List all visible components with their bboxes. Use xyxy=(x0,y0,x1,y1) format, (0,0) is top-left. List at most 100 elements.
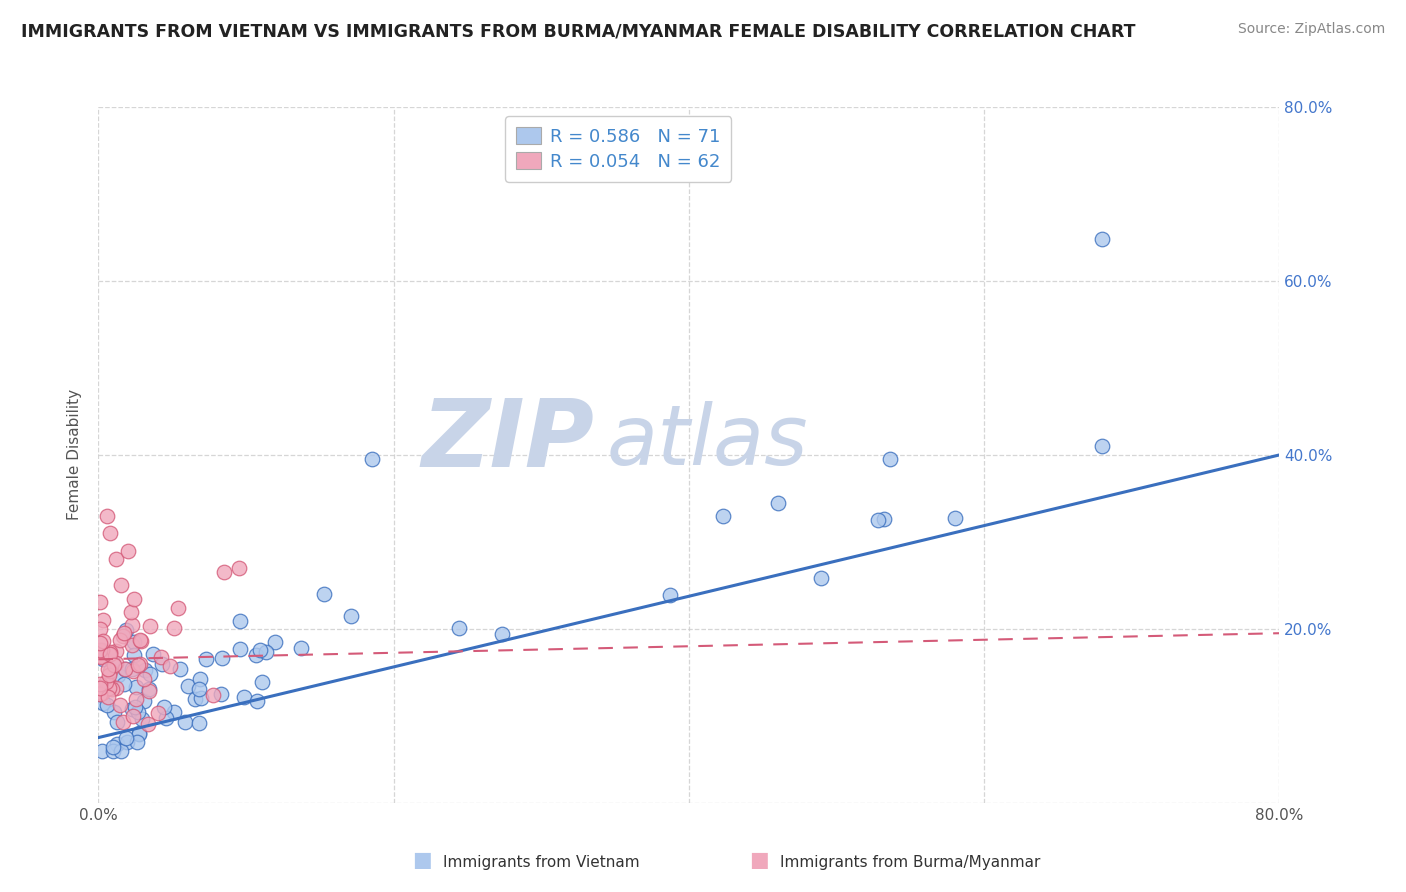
Point xyxy=(127,705,149,719)
Point xyxy=(129,633,152,648)
Point xyxy=(98,681,121,696)
Point xyxy=(108,633,131,648)
Point xyxy=(250,675,273,690)
Point xyxy=(146,706,169,721)
Point xyxy=(159,658,181,673)
Point xyxy=(112,625,135,640)
Point xyxy=(101,744,124,758)
Point xyxy=(142,648,165,662)
Point xyxy=(101,682,124,697)
Point xyxy=(173,714,195,729)
Point xyxy=(105,552,128,566)
Point xyxy=(340,609,363,624)
Text: ■: ■ xyxy=(412,850,432,870)
Point xyxy=(943,511,966,525)
Point xyxy=(97,662,120,676)
Point xyxy=(122,634,145,648)
Point xyxy=(132,672,155,686)
Point xyxy=(121,702,143,716)
Point xyxy=(447,621,470,635)
Point xyxy=(122,709,145,723)
Point xyxy=(114,662,136,676)
Point xyxy=(89,687,111,701)
Point xyxy=(94,675,117,690)
Point xyxy=(103,658,125,673)
Point xyxy=(96,508,118,523)
Point xyxy=(90,649,112,664)
Point xyxy=(190,690,212,705)
Point xyxy=(89,622,111,636)
Point xyxy=(866,513,889,527)
Point xyxy=(131,712,153,726)
Point xyxy=(766,496,789,510)
Point xyxy=(96,698,118,712)
Point xyxy=(249,643,271,657)
Point xyxy=(212,566,235,580)
Point xyxy=(97,676,120,690)
Point xyxy=(229,614,252,628)
Point xyxy=(879,452,901,467)
Point xyxy=(187,715,209,730)
Point xyxy=(89,595,111,609)
Point xyxy=(112,677,135,691)
Point xyxy=(290,640,312,655)
Point xyxy=(211,651,233,665)
Y-axis label: Female Disability: Female Disability xyxy=(67,389,83,521)
Point xyxy=(91,634,114,648)
Point xyxy=(166,601,188,615)
Point xyxy=(121,639,143,653)
Point xyxy=(91,696,114,710)
Point xyxy=(105,737,128,751)
Point xyxy=(163,621,186,635)
Point xyxy=(111,629,134,643)
Point xyxy=(122,664,145,678)
Point xyxy=(91,744,114,758)
Point xyxy=(254,645,277,659)
Point xyxy=(138,684,160,698)
Point xyxy=(150,657,173,672)
Point xyxy=(233,690,256,705)
Point xyxy=(114,662,136,676)
Point xyxy=(246,694,269,708)
Point xyxy=(139,667,162,681)
Point xyxy=(658,588,681,602)
Point xyxy=(97,647,120,661)
Point xyxy=(128,727,150,741)
Point xyxy=(91,613,114,627)
Point xyxy=(245,648,267,662)
Point xyxy=(124,681,146,695)
Point xyxy=(177,679,200,693)
Point xyxy=(125,692,148,706)
Point xyxy=(122,592,145,607)
Point xyxy=(107,714,129,729)
Point xyxy=(139,618,162,632)
Point xyxy=(124,699,146,714)
Point xyxy=(228,561,250,575)
Point xyxy=(183,692,205,706)
Point xyxy=(132,694,155,708)
Point xyxy=(1091,232,1114,246)
Point xyxy=(169,662,191,676)
Point xyxy=(89,636,111,650)
Text: Immigrants from Vietnam: Immigrants from Vietnam xyxy=(443,855,640,870)
Point xyxy=(89,687,111,701)
Point xyxy=(107,667,129,681)
Legend: R = 0.586   N = 71, R = 0.054   N = 62: R = 0.586 N = 71, R = 0.054 N = 62 xyxy=(505,116,731,182)
Point xyxy=(810,571,832,585)
Point xyxy=(491,626,513,640)
Point xyxy=(264,635,287,649)
Point xyxy=(96,690,118,704)
Point xyxy=(104,681,127,695)
Point xyxy=(129,657,152,671)
Point xyxy=(122,648,145,662)
Point xyxy=(229,642,252,657)
Point xyxy=(103,739,125,754)
Point xyxy=(98,645,121,659)
Point xyxy=(103,706,125,720)
Point xyxy=(152,700,174,714)
Point xyxy=(1091,439,1114,453)
Point xyxy=(121,618,143,632)
Point xyxy=(90,686,112,700)
Point xyxy=(155,710,177,724)
Point xyxy=(138,716,160,731)
